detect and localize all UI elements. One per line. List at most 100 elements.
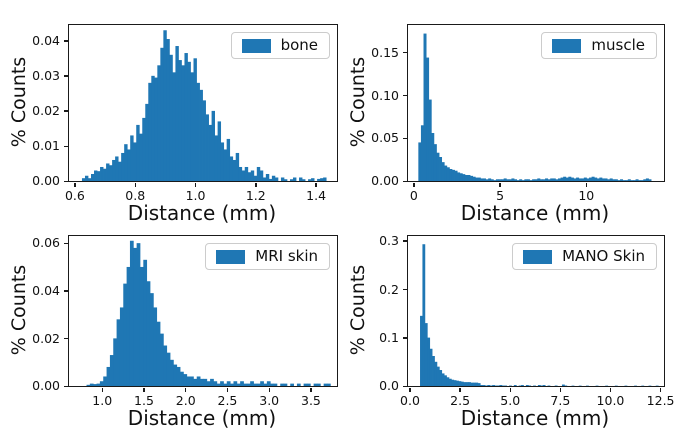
subplot-mano-skin: % Counts MANO Skin Distance (mm) 0.0 2.5 5…: [339, 223, 679, 446]
x-axis-label: Distance (mm): [127, 406, 277, 430]
y-tick-label: 0.02: [32, 103, 60, 119]
x-tick-mark: [134, 182, 136, 188]
y-tick-mark: [63, 385, 68, 387]
legend-swatch: [523, 249, 553, 264]
y-tick-label: 0.10: [371, 87, 399, 103]
y-tick-mark: [63, 337, 68, 340]
x-tick-label: 2.5: [217, 393, 238, 408]
y-tick-label: 0.01: [32, 138, 60, 154]
y-tick-label: 0.02: [32, 330, 60, 346]
histogram-bars: [420, 244, 659, 386]
y-tick-mark: [402, 337, 407, 339]
x-tick-label: 5: [496, 188, 505, 203]
x-tick-mark: [315, 182, 317, 188]
x-tick-label: 0.6: [64, 188, 85, 203]
y-tick-label: 0.03: [32, 68, 60, 84]
x-tick-label: 1.0: [92, 393, 113, 408]
legend-box: MANO Skin: [512, 243, 657, 270]
x-tick-label: 3.0: [259, 393, 280, 408]
y-tick-mark: [402, 137, 407, 140]
legend-label: bone: [280, 36, 318, 54]
y-tick-label: 0.3: [379, 233, 399, 249]
x-tick-label: 0: [409, 188, 418, 203]
y-tick-label: 0.04: [32, 33, 60, 49]
x-tick-label: 1.2: [245, 188, 266, 203]
x-axis-label: Distance (mm): [127, 201, 277, 225]
x-tick-label: 1.0: [185, 188, 206, 203]
plot-area: MRI skin: [68, 235, 338, 387]
x-tick-label: 7.5: [550, 393, 571, 408]
legend-box: bone: [230, 32, 330, 59]
x-tick-mark: [74, 182, 76, 188]
legend-box: muscle: [541, 32, 657, 59]
x-tick-mark: [499, 182, 501, 188]
y-tick-label: 0.05: [371, 130, 399, 146]
x-tick-mark: [409, 387, 411, 393]
x-tick-label: 2.5: [450, 393, 471, 408]
x-tick-mark: [185, 387, 187, 393]
y-tick-label: 0.2: [379, 281, 399, 297]
y-tick-label: 0.00: [32, 173, 60, 189]
x-tick-label: 0.0: [400, 393, 420, 408]
y-tick-label: 0.00: [371, 173, 399, 189]
x-tick-label: 1.5: [134, 393, 154, 408]
y-tick-mark: [63, 242, 68, 245]
y-tick-mark: [402, 180, 407, 182]
legend-label: muscle: [591, 36, 645, 54]
y-tick-label: 0.0: [379, 378, 399, 394]
x-tick-mark: [459, 387, 461, 393]
plot-area: muscle: [407, 24, 665, 182]
legend-label: MRI skin: [255, 247, 318, 265]
x-tick-mark: [509, 387, 511, 393]
legend-swatch: [552, 38, 582, 53]
x-axis-label: Distance (mm): [460, 406, 610, 430]
y-tick-mark: [63, 110, 68, 112]
histogram-bars: [86, 240, 331, 386]
legend-swatch: [216, 249, 246, 264]
x-tick-mark: [268, 387, 270, 393]
y-tick-mark: [402, 240, 407, 242]
x-tick-label: 10: [578, 188, 595, 203]
y-tick-label: 0.1: [379, 329, 399, 345]
legend-box: MRI skin: [205, 243, 330, 270]
plot-area: bone: [68, 24, 338, 182]
x-tick-mark: [143, 387, 145, 393]
y-tick-mark: [63, 75, 68, 77]
subplot-mri-skin: % Counts MRI skin Distance (mm) 1.0 1.5 2.…: [0, 223, 339, 446]
y-tick-mark: [63, 145, 68, 147]
y-tick-mark: [63, 40, 68, 42]
x-tick-label: 0.8: [125, 188, 146, 203]
x-tick-label: 1.4: [306, 188, 327, 203]
y-tick-label: 0.06: [32, 235, 60, 251]
x-tick-mark: [559, 387, 562, 393]
x-tick-mark: [609, 387, 612, 393]
y-tick-label: 0.04: [32, 283, 60, 299]
y-tick-mark: [63, 180, 68, 182]
subplot-muscle: % Counts muscle Distance (mm) 0 5 10 0.00 0.…: [339, 0, 679, 225]
y-tick-mark: [402, 385, 407, 387]
histogram-bars: [81, 30, 327, 181]
x-tick-mark: [226, 387, 229, 393]
x-tick-label: 2.0: [175, 393, 196, 408]
x-tick-mark: [585, 182, 587, 188]
x-tick-mark: [101, 387, 103, 393]
x-tick-mark: [194, 182, 197, 188]
histogram-bars: [418, 33, 652, 181]
legend-swatch: [241, 38, 271, 53]
x-tick-label: 3.5: [301, 393, 321, 408]
x-tick-mark: [413, 182, 415, 188]
x-axis-label: Distance (mm): [460, 201, 610, 225]
x-tick-mark: [310, 387, 312, 393]
x-tick-label: 5.0: [500, 393, 521, 408]
y-tick-mark: [63, 290, 68, 292]
y-tick-label: 0.00: [32, 378, 60, 394]
subplot-bone: % Counts bone Distance (mm) 0.6 0.8 1.0 1.2…: [0, 0, 339, 225]
y-tick-mark: [402, 288, 407, 291]
y-tick-label: 0.15: [371, 44, 399, 60]
x-tick-mark: [659, 387, 662, 393]
y-tick-mark: [402, 52, 407, 54]
x-tick-label: 10.0: [596, 393, 625, 408]
x-tick-mark: [255, 182, 257, 188]
plot-area: MANO Skin: [407, 235, 665, 387]
y-tick-mark: [402, 94, 407, 97]
